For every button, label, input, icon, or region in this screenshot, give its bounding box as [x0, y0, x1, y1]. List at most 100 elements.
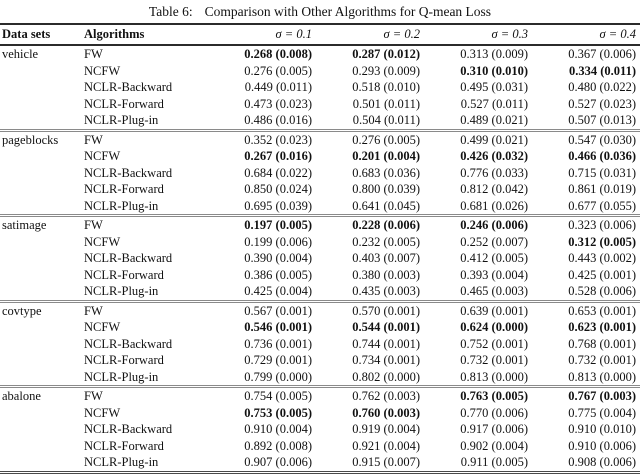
- algorithm-label: NCLR-Plug-in: [84, 113, 159, 127]
- algorithm-label: NCLR-Backward: [84, 336, 173, 351]
- value-cell: 0.310 (0.010): [460, 63, 528, 78]
- value-cell: 0.911 (0.005): [460, 455, 528, 469]
- dataset-label: [0, 234, 84, 251]
- algorithm-label: NCLR-Forward: [84, 96, 164, 111]
- value-cell: 0.762 (0.003): [352, 389, 420, 403]
- value-cell: 0.443 (0.002): [568, 251, 636, 265]
- algorithm-label: NCFW: [84, 320, 121, 334]
- value-cell: 0.276 (0.005): [352, 132, 420, 147]
- value-cell: 0.812 (0.042): [460, 182, 528, 196]
- dataset-label: [0, 454, 84, 471]
- value-cell: 0.770 (0.006): [460, 405, 528, 420]
- value-cell: 0.527 (0.011): [460, 96, 528, 111]
- dataset-label: [0, 369, 84, 386]
- value-cell: 0.921 (0.004): [352, 438, 420, 453]
- value-cell: 0.754 (0.005): [244, 389, 312, 403]
- value-cell: 0.489 (0.021): [460, 113, 528, 127]
- value-cell: 0.910 (0.010): [568, 422, 636, 436]
- value-cell: 0.293 (0.009): [352, 63, 420, 78]
- table-body: vehicle FW 0.268 (0.008) 0.287 (0.012) 0.313…: [0, 46, 640, 471]
- dataset-label: abalone: [2, 389, 41, 403]
- value-cell: 0.287 (0.012): [352, 47, 420, 61]
- algorithm-label: NCLR-Plug-in: [84, 455, 159, 469]
- algorithm-label: FW: [84, 218, 103, 232]
- value-cell: 0.760 (0.003): [352, 405, 420, 420]
- value-cell: 0.390 (0.004): [244, 251, 312, 265]
- table-row: NCLR-Plug-in 0.695 (0.039) 0.641 (0.045) 0.…: [0, 198, 640, 215]
- algorithm-label: NCLR-Plug-in: [84, 284, 159, 298]
- table-caption: Table 6: Comparison with Other Algorithms…: [0, 0, 640, 22]
- algorithm-label: NCLR-Plug-in: [84, 198, 159, 213]
- dataset-label: vehicle: [2, 47, 39, 61]
- value-cell: 0.425 (0.004): [244, 284, 312, 298]
- col-header-algorithms: Algorithms: [84, 27, 145, 41]
- table-row: NCLR-Forward 0.892 (0.008) 0.921 (0.004) 0.…: [0, 438, 640, 455]
- value-cell: 0.504 (0.011): [352, 113, 420, 127]
- value-cell: 0.799 (0.000): [244, 369, 312, 384]
- value-cell: 0.499 (0.021): [460, 132, 528, 147]
- value-cell: 0.546 (0.001): [244, 320, 312, 334]
- value-cell: 0.426 (0.032): [460, 149, 528, 163]
- value-cell: 0.729 (0.001): [244, 353, 312, 367]
- table-caption-number: Table 6:: [148, 4, 193, 19]
- value-cell: 0.695 (0.039): [244, 198, 312, 213]
- value-cell: 0.367 (0.006): [568, 47, 636, 61]
- algorithm-label: NCFW: [84, 234, 121, 249]
- table-caption-text: Comparison with Other Algorithms for Q-m…: [204, 4, 492, 19]
- value-cell: 0.473 (0.023): [244, 96, 312, 111]
- value-cell: 0.199 (0.006): [244, 234, 312, 249]
- dataset-label: [0, 250, 84, 267]
- value-cell: 0.908 (0.006): [568, 455, 636, 469]
- value-cell: 0.623 (0.001): [568, 320, 636, 334]
- value-cell: 0.403 (0.007): [352, 251, 420, 265]
- algorithm-label: NCFW: [84, 63, 121, 78]
- algorithm-label: NCFW: [84, 405, 121, 420]
- value-cell: 0.518 (0.010): [352, 80, 420, 94]
- value-cell: 0.776 (0.033): [460, 165, 528, 180]
- table-row: NCLR-Forward 0.729 (0.001) 0.734 (0.001) 0.…: [0, 352, 640, 369]
- dataset-label: [0, 352, 84, 369]
- table-row: abalone FW 0.754 (0.005) 0.762 (0.003) 0.763…: [0, 388, 640, 405]
- table-row: covtype FW 0.567 (0.001) 0.570 (0.001) 0.639…: [0, 303, 640, 320]
- dataset-group-pageblocks: pageblocks FW 0.352 (0.023) 0.276 (0.005) 0.…: [0, 128, 640, 215]
- value-cell: 0.732 (0.001): [568, 353, 636, 367]
- comparison-table: Data sets Algorithms σ = 0.1 σ = 0.2 σ =…: [0, 23, 640, 474]
- value-cell: 0.744 (0.001): [352, 336, 420, 351]
- value-cell: 0.641 (0.045): [352, 198, 420, 213]
- value-cell: 0.813 (0.000): [568, 369, 636, 384]
- value-cell: 0.800 (0.039): [352, 182, 420, 196]
- value-cell: 0.653 (0.001): [568, 303, 636, 318]
- dataset-group-vehicle: vehicle FW 0.268 (0.008) 0.287 (0.012) 0.313…: [0, 46, 640, 129]
- table-row: NCLR-Backward 0.684 (0.022) 0.683 (0.036) 0…: [0, 165, 640, 182]
- algorithm-label: FW: [84, 47, 103, 61]
- value-cell: 0.246 (0.006): [460, 218, 528, 232]
- value-cell: 0.567 (0.001): [244, 303, 312, 318]
- table-row: NCFW 0.276 (0.005) 0.293 (0.009) 0.310 (0.0…: [0, 63, 640, 80]
- value-cell: 0.910 (0.004): [244, 422, 312, 436]
- value-cell: 0.232 (0.005): [352, 234, 420, 249]
- algorithm-label: NCLR-Forward: [84, 182, 164, 196]
- dataset-label: [0, 438, 84, 455]
- table-row: NCLR-Backward 0.736 (0.001) 0.744 (0.001) 0…: [0, 336, 640, 353]
- value-cell: 0.352 (0.023): [244, 132, 312, 147]
- value-cell: 0.915 (0.007): [352, 455, 420, 469]
- value-cell: 0.683 (0.036): [352, 165, 420, 180]
- value-cell: 0.547 (0.030): [568, 132, 636, 147]
- value-cell: 0.480 (0.022): [568, 80, 636, 94]
- value-cell: 0.736 (0.001): [244, 336, 312, 351]
- value-cell: 0.715 (0.031): [568, 165, 636, 180]
- table-row: vehicle FW 0.268 (0.008) 0.287 (0.012) 0.313…: [0, 46, 640, 63]
- value-cell: 0.323 (0.006): [568, 218, 636, 232]
- dataset-label: [0, 96, 84, 113]
- algorithm-label: NCLR-Backward: [84, 251, 173, 265]
- table-row: satimage FW 0.197 (0.005) 0.228 (0.006) 0.24…: [0, 217, 640, 234]
- value-cell: 0.495 (0.031): [460, 80, 528, 94]
- algorithm-label: FW: [84, 132, 103, 147]
- value-cell: 0.570 (0.001): [352, 303, 420, 318]
- value-cell: 0.768 (0.001): [568, 336, 636, 351]
- value-cell: 0.425 (0.001): [568, 267, 636, 282]
- value-cell: 0.763 (0.005): [460, 389, 528, 403]
- table-row: NCLR-Plug-in 0.425 (0.004) 0.435 (0.003) 0.…: [0, 283, 640, 300]
- col-header-sigma-02: σ = 0.2: [383, 27, 420, 41]
- dataset-label: [0, 283, 84, 300]
